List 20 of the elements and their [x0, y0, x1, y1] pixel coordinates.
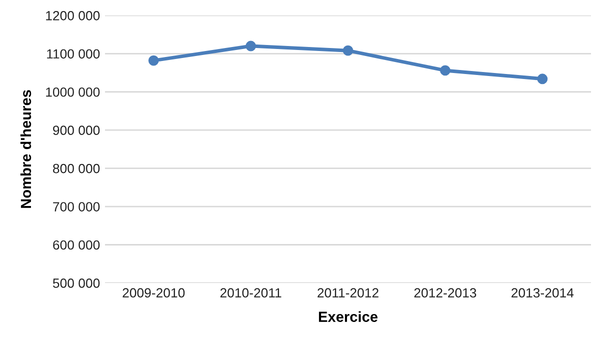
point: [246, 40, 256, 52]
y-tick-label: 600 000: [53, 240, 100, 250]
x-tick-label: 2010-2011: [220, 288, 282, 298]
y-tick-label: 700 000: [53, 202, 100, 212]
point: [342, 45, 354, 56]
y-tick-label: 500 000: [52, 278, 100, 288]
x-tick-label: 2011-2012: [318, 288, 378, 298]
y-tick-label: 800 000: [53, 164, 100, 174]
y-tick-label: 1000 000: [46, 87, 100, 97]
x-tick-label: 2013-2014: [512, 288, 574, 298]
y-tick-label: 1200 000: [46, 11, 100, 20]
point: [148, 55, 159, 66]
x-tick-label: 2012-2013: [414, 288, 476, 298]
point: [537, 74, 548, 84]
y-tick-label: 900 000: [53, 126, 100, 136]
x-tick-label: 2009-2010: [122, 288, 185, 298]
x-axis-title: Exercice: [318, 311, 378, 322]
y-tick-label: 1100 000: [47, 49, 100, 59]
point: [440, 65, 450, 76]
y-axis-title: Nombre d'heures: [20, 90, 32, 208]
